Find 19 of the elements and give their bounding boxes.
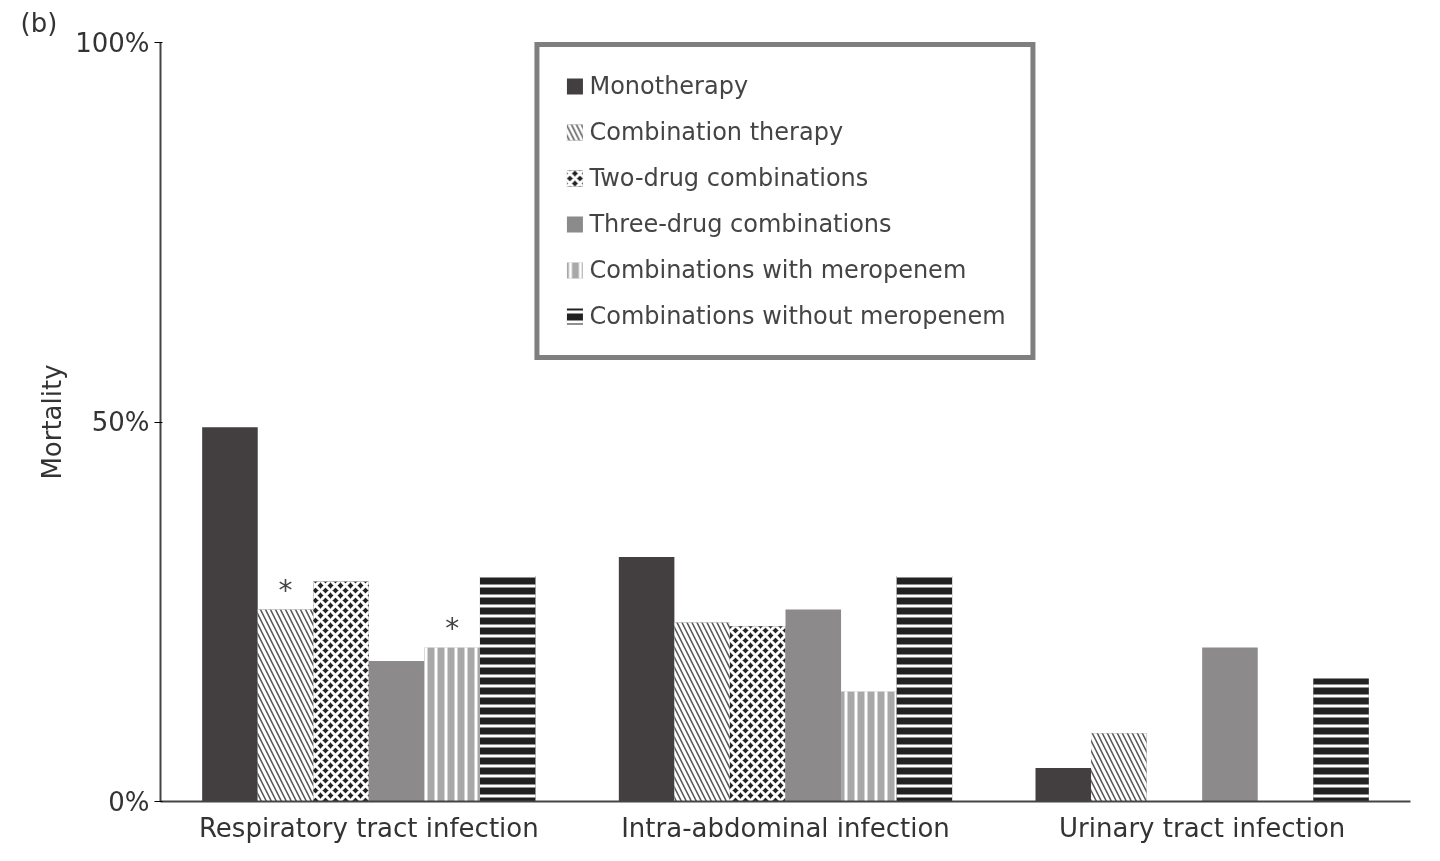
legend-label: Combinations with meropenem: [589, 256, 967, 284]
bar: [1202, 647, 1258, 802]
x-tick-label: Intra-abdominal infection: [621, 812, 950, 843]
legend-label: Three-drug combinations: [589, 210, 892, 238]
x-tick-label: Urinary tract infection: [1059, 812, 1346, 843]
chart-title: (b): [20, 7, 58, 38]
legend-label: Monotherapy: [589, 72, 749, 100]
y-tick-label: 100%: [75, 27, 150, 58]
legend-label: Combination therapy: [589, 118, 844, 146]
legend-label: Combinations without meropenem: [589, 302, 1006, 330]
bar: [368, 661, 425, 802]
annotation: *: [278, 574, 293, 608]
bar: [785, 609, 842, 802]
y-tick-label: 0%: [108, 786, 150, 817]
y-tick-label: 50%: [91, 407, 150, 437]
y-axis-title: Mortality: [37, 364, 68, 480]
x-tick-label: Respiratory tract infection: [198, 812, 539, 843]
legend-label: Two-drug combinations: [589, 164, 869, 192]
annotation: *: [445, 612, 460, 646]
